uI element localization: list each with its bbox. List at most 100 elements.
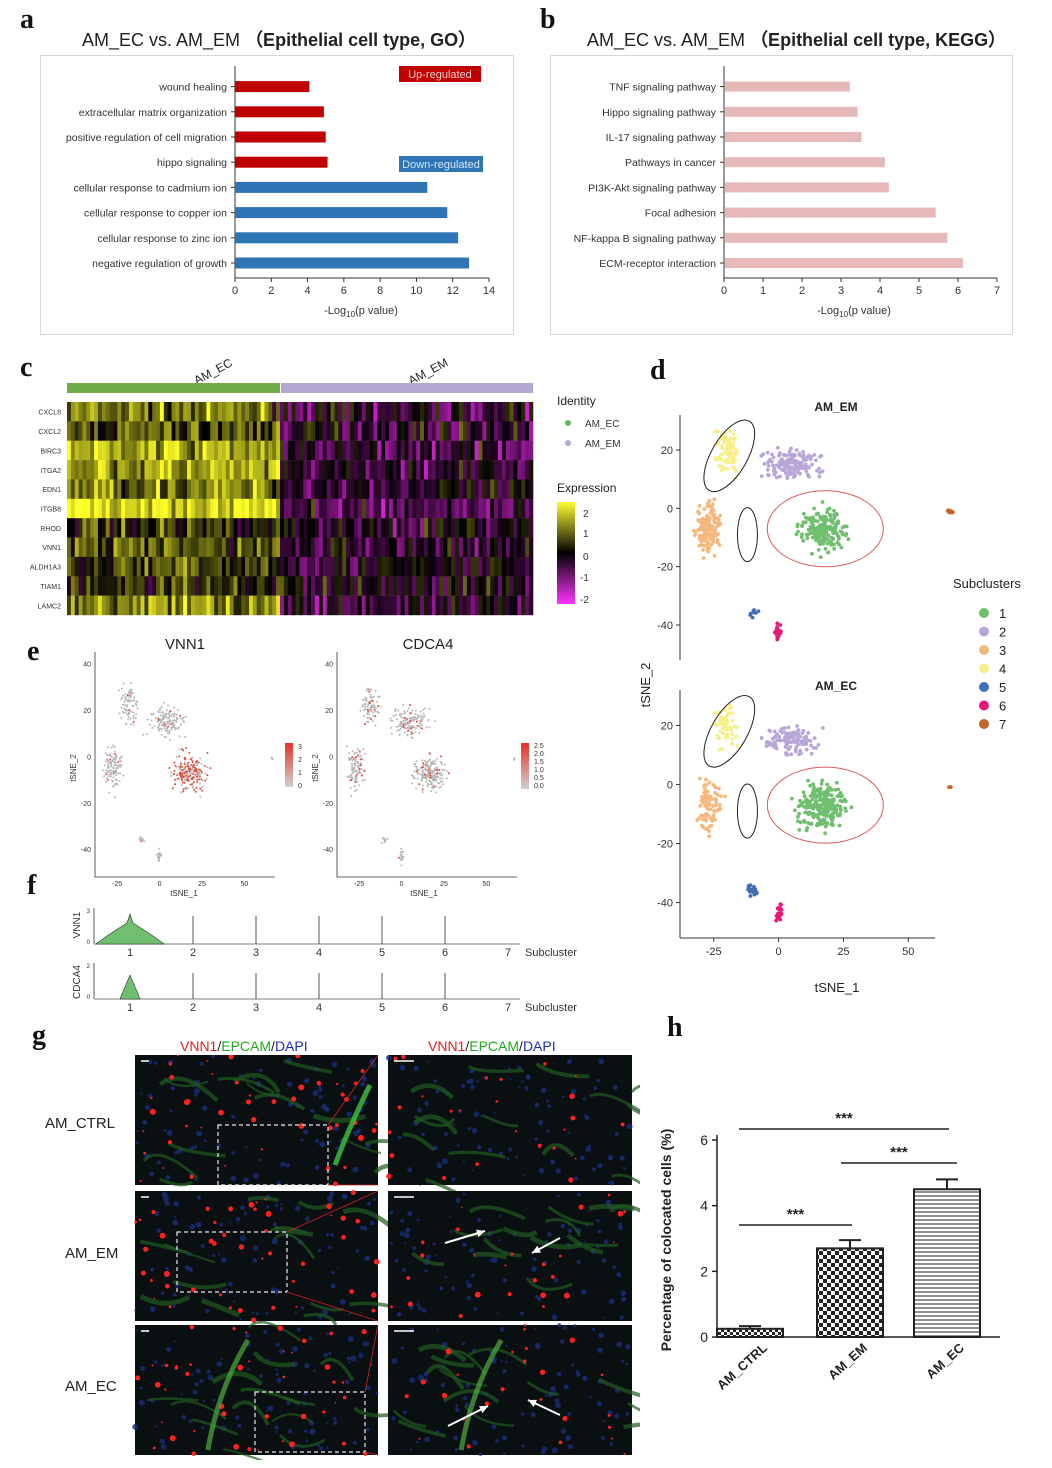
dapi-nucleus [166, 1130, 173, 1136]
dapi-nucleus [165, 1175, 171, 1180]
vnn1-signal [140, 1270, 146, 1276]
heatmap-cell [291, 460, 296, 480]
tsne-point [712, 810, 717, 814]
heatmap-cell [435, 518, 440, 538]
heatmap-cell [121, 537, 126, 558]
heatmap-cell [455, 460, 460, 480]
feature-point [136, 707, 139, 710]
dapi-nucleus [244, 1333, 250, 1338]
panel-b-title-main: AM_EC vs. AM_EM [587, 30, 746, 50]
feature-point [389, 719, 392, 722]
epcam-signal [279, 1434, 326, 1448]
feature-point [130, 699, 133, 702]
heatmap-cell [377, 556, 382, 577]
tsne-point [809, 530, 813, 535]
heatmap-cell [256, 479, 261, 500]
heatmap-cell [435, 576, 440, 596]
dapi-nucleus [325, 1446, 329, 1450]
heatmap-cell [416, 421, 421, 441]
feature-point [414, 709, 417, 712]
heatmap-cell [148, 518, 153, 538]
heatmap-cell [206, 460, 211, 480]
heatmap-cell [117, 402, 122, 422]
heatmap-cell [233, 498, 238, 519]
tsne-point [714, 516, 719, 520]
heatmap-cell [97, 479, 103, 500]
epcam-signal [163, 1077, 209, 1088]
feature-point [108, 770, 111, 773]
heatmap-cell [385, 595, 390, 616]
heatmap-cell [466, 421, 472, 441]
heatmap-cell [97, 595, 103, 616]
epcam-signal [413, 1115, 456, 1128]
heatmap-cell [202, 498, 207, 519]
heatmap-cell [140, 402, 145, 422]
feature-point [354, 790, 357, 793]
dapi-nucleus [172, 1292, 177, 1297]
dapi-nucleus [550, 1159, 556, 1165]
heatmap-cell [183, 556, 188, 577]
tsne-point [817, 539, 821, 544]
feature-point [113, 770, 116, 773]
feature-point [115, 756, 118, 759]
tsne-point [808, 739, 813, 743]
heatmap-cell [221, 595, 227, 616]
tsne-point [798, 798, 802, 803]
tsne-point [805, 536, 810, 541]
feature-point [161, 716, 164, 719]
heatmap-cell [214, 421, 219, 441]
dapi-nucleus [625, 1343, 631, 1350]
heatmap-cell [268, 498, 273, 519]
heatmap-cell [330, 460, 335, 480]
feature-point [119, 760, 122, 763]
tsne-point [844, 531, 849, 536]
feature-point [115, 754, 118, 757]
feature-point [105, 773, 108, 776]
dapi-nucleus [200, 1061, 204, 1066]
tsne-point [777, 460, 782, 465]
dapi-nucleus [524, 1086, 529, 1091]
feature-point [347, 756, 350, 759]
heatmap-cell [385, 498, 390, 519]
heatmap-cell [396, 518, 401, 538]
heatmap-cell [221, 460, 227, 480]
a-xtick-label: 2 [268, 285, 274, 297]
heatmap-cell [346, 479, 351, 500]
heatmap-cell [334, 595, 339, 616]
heatmap-cell [466, 440, 472, 461]
feature-ytick-label: 0 [329, 754, 333, 761]
heatmap-cell [353, 576, 359, 596]
heatmap-cell [268, 440, 273, 461]
heatmap-cell [171, 576, 176, 596]
dapi-nucleus [369, 1058, 375, 1065]
tsne-point [775, 445, 780, 450]
dapi-nucleus [456, 1144, 460, 1147]
heatmap-cell [90, 556, 95, 577]
dapi-nucleus [493, 1111, 496, 1115]
heatmap-row-label: BIRC3 [40, 448, 61, 455]
vnn1-signal [420, 1379, 426, 1385]
dapi-nucleus [625, 1362, 629, 1366]
a-category-label: hippo signaling [157, 157, 227, 169]
a-bar [235, 156, 328, 168]
heatmap-cell [272, 556, 277, 577]
heatmap-cell [451, 537, 456, 558]
dapi-nucleus [231, 1151, 235, 1155]
heatmap-cell [82, 440, 87, 461]
heatmap-cell [408, 595, 413, 616]
heatmap-cell [494, 576, 499, 596]
tsne-point [762, 461, 767, 466]
heatmap-cell [218, 479, 223, 500]
heatmap-cell [427, 518, 433, 538]
feature-point [120, 698, 123, 701]
feature-point [173, 761, 176, 764]
tsne-point [775, 635, 780, 640]
feature-point [357, 754, 360, 757]
heatmap-cell [136, 460, 141, 480]
tsne-point [806, 532, 811, 537]
micrograph-zoom [388, 1323, 640, 1456]
dapi-nucleus [551, 1314, 558, 1320]
heatmap-cell [140, 498, 145, 519]
feature-point [386, 838, 389, 841]
tsne-point [733, 437, 737, 442]
